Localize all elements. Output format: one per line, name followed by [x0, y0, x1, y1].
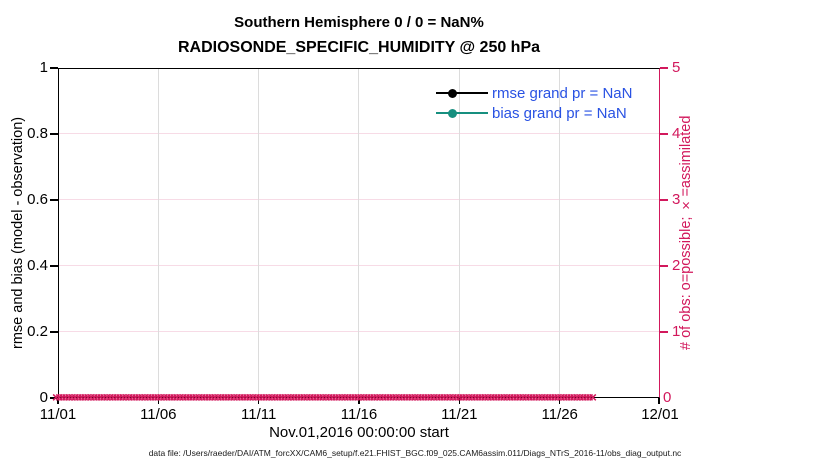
- data-file-footnote: data file: /Users/raeder/DAI/ATM_forcXX/…: [148, 448, 682, 458]
- x-tick-label: 11/21: [441, 406, 478, 423]
- y-right-tick-label: 2: [672, 257, 681, 274]
- x-tick-label: 11/16: [340, 406, 378, 423]
- x-tick-label: 11/06: [140, 406, 177, 423]
- gridline-v: [458, 69, 460, 397]
- x-tick-label: 11/11: [241, 406, 277, 423]
- y-right-tick: [660, 199, 668, 201]
- gridline-v: [258, 69, 260, 397]
- legend-line-sample: [436, 108, 488, 118]
- x-tick: [658, 398, 660, 404]
- gridline-v: [358, 69, 360, 397]
- x-tick-label: 12/01: [641, 406, 679, 423]
- y-left-tick: [50, 67, 58, 69]
- y-left-tick-label: 0.4: [27, 257, 48, 274]
- y-axis-right-label: # of obs: o=possible; ×=assimilated: [678, 115, 694, 351]
- x-tick: [458, 398, 461, 404]
- y-right-tick-label: 5: [672, 59, 681, 76]
- y-left-tick-label: 0.8: [27, 125, 48, 142]
- legend-entry-bias: bias grand pr = NaN: [436, 103, 632, 123]
- x-axis-label: Nov.01,2016 00:00:00 start: [269, 424, 449, 441]
- y-left-tick: [50, 331, 58, 333]
- x-tick: [157, 398, 160, 404]
- y-axis-left-label: rmse and bias (model - observation): [10, 116, 26, 350]
- y-right-tick-label: 3: [672, 191, 681, 208]
- x-tick: [257, 398, 260, 404]
- legend: rmse grand pr = NaN bias grand pr = NaN: [436, 83, 632, 123]
- x-tick: [358, 398, 360, 404]
- y-right-tick-label: 4: [672, 125, 681, 142]
- gridline-v: [559, 69, 561, 397]
- circle-marker-icon: [448, 108, 457, 118]
- x-tick: [558, 398, 561, 404]
- y-right-tick: [660, 67, 668, 69]
- y-right-tick: [660, 133, 668, 135]
- y-left-tick-label: 0: [39, 389, 48, 406]
- gridline-v: [157, 69, 159, 397]
- plot-area: [58, 68, 660, 398]
- x-tick-label: 11/26: [541, 406, 578, 423]
- y-left-tick: [50, 133, 58, 135]
- y-left-tick: [50, 265, 58, 267]
- x-tick: [57, 398, 59, 404]
- legend-line-sample: [436, 88, 488, 98]
- legend-label: bias grand pr = NaN: [492, 104, 627, 122]
- y-right-tick-label: 1: [672, 323, 681, 340]
- obs-count-marker-band: ××××××××××××××××××××××××××××××××××××××××…: [52, 391, 597, 404]
- y-left-tick-label: 0.6: [27, 191, 48, 208]
- chart-subtitle: RADIOSONDE_SPECIFIC_HUMIDITY @ 250 hPa: [177, 39, 541, 56]
- y-right-zero-label: 0: [663, 389, 672, 406]
- chart-title: Southern Hemisphere 0 / 0 = NaN%: [234, 14, 484, 31]
- y-left-tick-label: 1: [39, 59, 48, 76]
- x-tick-label: 11/01: [39, 406, 77, 423]
- legend-entry-rmse: rmse grand pr = NaN: [436, 83, 632, 103]
- y-right-tick: [660, 331, 668, 333]
- legend-label: rmse grand pr = NaN: [492, 84, 633, 102]
- y-left-tick: [50, 397, 58, 399]
- y-left-tick-label: 0.2: [27, 323, 48, 340]
- y-left-tick: [50, 199, 58, 201]
- y-right-tick: [660, 265, 668, 267]
- circle-marker-icon: [448, 88, 457, 98]
